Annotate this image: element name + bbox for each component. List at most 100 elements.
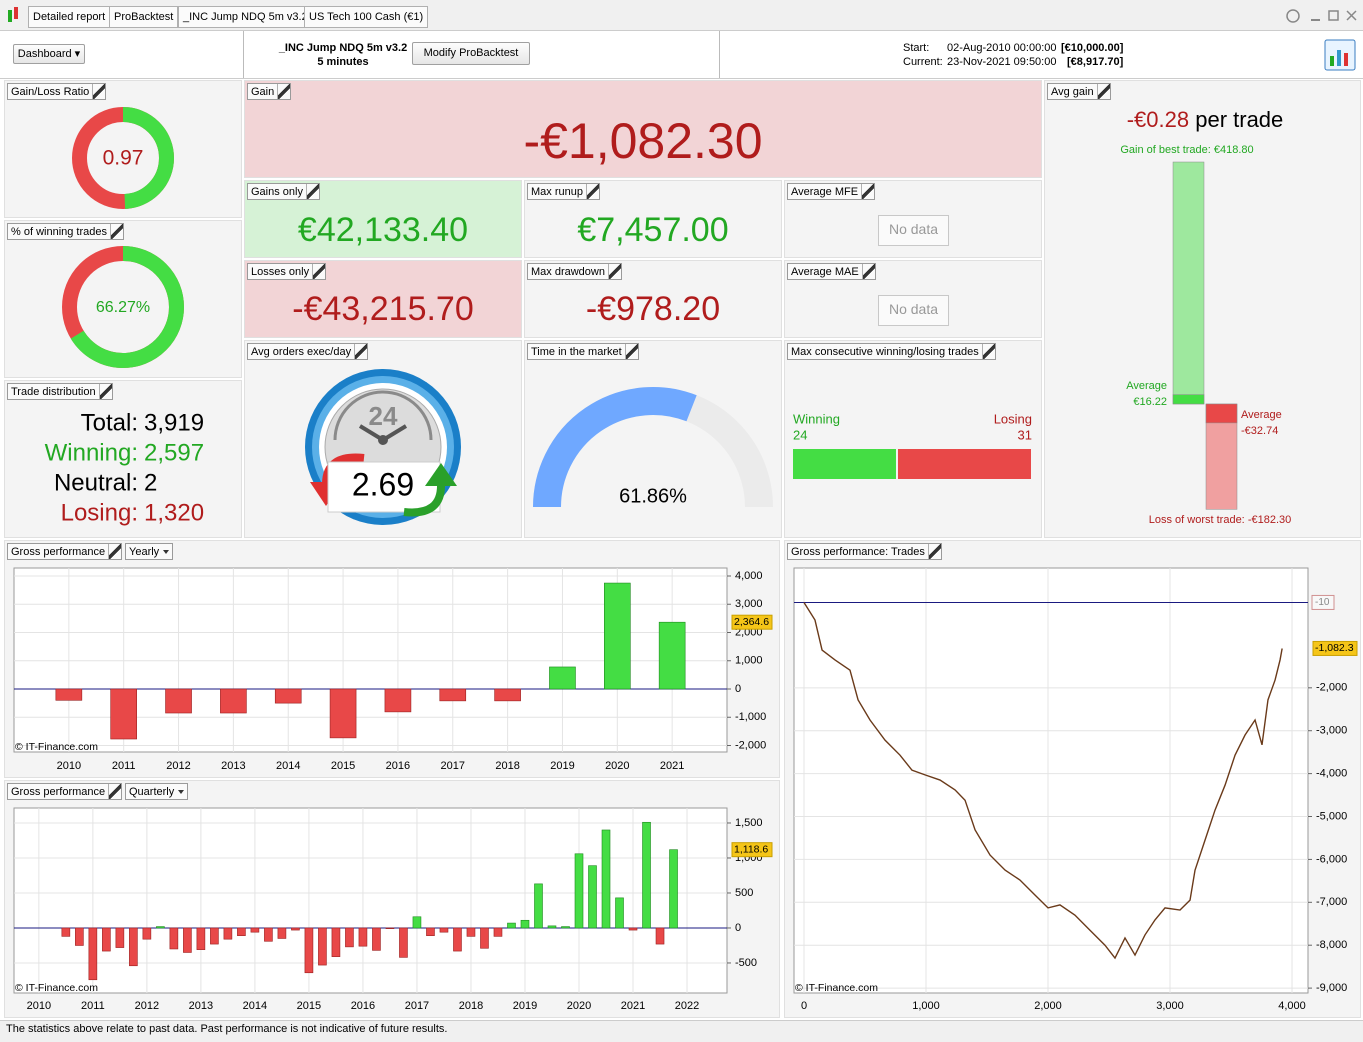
title-text: Gross performance: Trades: [791, 545, 925, 558]
settings-icon[interactable]: [305, 184, 319, 199]
timeframe: 5 minutes: [317, 56, 369, 68]
title-text: Max consecutive winning/losing trades: [791, 345, 979, 358]
title-text: Gains only: [251, 185, 303, 198]
gains-panel: Gains only €42,133.40: [244, 180, 522, 258]
panel-title: Losses only: [247, 263, 327, 280]
title-text: Losses only: [251, 265, 310, 278]
toolbar: Dashboard ▾ _INC Jump NDQ 5m v3.2 5 minu…: [0, 31, 1363, 79]
separator: [719, 31, 720, 78]
dropdown-text: Yearly: [129, 545, 160, 558]
panel-title: Max consecutive winning/losing trades: [787, 343, 996, 360]
title-text: Avg orders exec/day: [251, 345, 352, 358]
trades-panel: Gross performance: Trades: [784, 540, 1361, 1018]
gain-value: -€1,082.30: [523, 113, 763, 169]
period-dropdown[interactable]: Yearly: [125, 543, 174, 560]
panel-title: Gain/Loss Ratio: [7, 83, 107, 100]
title-text: Gross performance: [11, 545, 106, 558]
settings-icon[interactable]: [585, 184, 599, 199]
runup-value: €7,457.00: [577, 211, 729, 249]
title-text: Average MAE: [791, 265, 859, 278]
panel-title: Avg gain: [1047, 83, 1111, 100]
dashboard-dropdown[interactable]: Dashboard ▾: [13, 44, 85, 64]
strategy-name: _INC Jump NDQ 5m v3.2: [278, 42, 408, 54]
settings-icon[interactable]: [108, 544, 122, 559]
no-data: No data: [878, 215, 949, 246]
title-text: % of winning trades: [11, 225, 107, 238]
quarterly-panel: Gross performance Quarterly: [4, 780, 780, 1018]
settings-icon[interactable]: [861, 264, 875, 279]
current-capital: [€8,917.70]: [1067, 56, 1124, 68]
period-dropdown[interactable]: Quarterly: [125, 783, 189, 800]
panel-title: Gain: [247, 83, 292, 100]
distribution-panel: Trade distribution: [4, 380, 242, 538]
settings-icon[interactable]: [927, 544, 941, 559]
separator: [243, 31, 244, 78]
panel-title: Average MFE: [787, 183, 876, 200]
gains-value: €42,133.40: [297, 211, 469, 249]
settings-icon[interactable]: [277, 84, 291, 99]
title-text: Gross performance: [11, 785, 106, 798]
tab-bar: Detailed report ProBacktest _INC Jump ND…: [0, 0, 1363, 31]
title-text: Gain/Loss Ratio: [11, 85, 90, 98]
panel-title: Gross performance: Trades: [787, 543, 942, 560]
yearly-panel: Gross performance Yearly: [4, 540, 780, 778]
panel-title: Gross performance: [7, 783, 123, 800]
tab[interactable]: ProBacktest: [109, 6, 179, 28]
title-text: Trade distribution: [11, 385, 96, 398]
panel-title: Time in the market: [527, 343, 639, 360]
title-text: Gain: [251, 85, 275, 98]
mae-panel: Average MAE No data: [784, 260, 1042, 338]
settings-icon[interactable]: [92, 84, 106, 99]
gain-panel: Gain -€1,082.30: [244, 80, 1042, 178]
winning-panel: % of winning trades: [4, 220, 242, 378]
strategy-info: _INC Jump NDQ 5m v3.2 5 minutes: [243, 41, 443, 69]
losses-value: -€43,215.70: [292, 290, 474, 328]
runup-panel: Max runup €7,457.00: [524, 180, 782, 258]
title-text: Max runup: [531, 185, 583, 198]
drawdown-value: -€978.20: [585, 290, 721, 328]
panel-title: Max drawdown: [527, 263, 622, 280]
panel-title: Average MAE: [787, 263, 876, 280]
modify-button[interactable]: Modify ProBacktest: [412, 42, 530, 65]
settings-icon[interactable]: [312, 264, 326, 279]
start-capital: [€10,000.00]: [1061, 42, 1124, 54]
start-label: Start:: [903, 42, 930, 54]
panel-title: Gross performance: [7, 543, 123, 560]
panel-title: Max runup: [527, 183, 600, 200]
settings-icon[interactable]: [110, 224, 123, 239]
settings-icon[interactable]: [624, 344, 638, 359]
title-text: Time in the market: [531, 345, 622, 358]
title-text: Avg gain: [1051, 85, 1094, 98]
tab[interactable]: Detailed report: [28, 6, 111, 28]
settings-icon[interactable]: [607, 264, 621, 279]
gain-loss-panel: Gain/Loss Ratio: [4, 80, 242, 218]
settings-icon[interactable]: [861, 184, 875, 199]
drawdown-panel: Max drawdown -€978.20: [524, 260, 782, 338]
title-text: Max drawdown: [531, 265, 605, 278]
panel-title: Gains only: [247, 183, 320, 200]
dropdown-text: Quarterly: [129, 785, 175, 798]
avg-gain-panel: Avg gain: [1044, 80, 1361, 538]
panel-title: Trade distribution: [7, 383, 113, 400]
settings-icon[interactable]: [98, 384, 112, 399]
start-date: 02-Aug-2010 00:00:00: [947, 42, 1057, 54]
settings-icon[interactable]: [108, 784, 122, 799]
mfe-panel: Average MFE No data: [784, 180, 1042, 258]
panel-title: % of winning trades: [7, 223, 124, 240]
current-label: Current:: [903, 56, 943, 68]
tab[interactable]: US Tech 100 Cash (€1): [304, 6, 429, 28]
settings-icon[interactable]: [354, 344, 368, 359]
no-data: No data: [878, 295, 949, 326]
settings-icon[interactable]: [1096, 84, 1110, 99]
panel-title: Avg orders exec/day: [247, 343, 369, 360]
current-date: 23-Nov-2021 09:50:00: [947, 56, 1057, 68]
tab[interactable]: _INC Jump NDQ 5m v3.2: [178, 6, 313, 28]
losses-panel: Losses only -€43,215.70: [244, 260, 522, 338]
market-time-panel: Time in the market: [524, 340, 782, 538]
settings-icon[interactable]: [981, 344, 995, 359]
orders-panel: Avg orders exec/day: [244, 340, 522, 538]
dropdown-text: Dashboard: [17, 48, 72, 60]
title-text: Average MFE: [791, 185, 859, 198]
